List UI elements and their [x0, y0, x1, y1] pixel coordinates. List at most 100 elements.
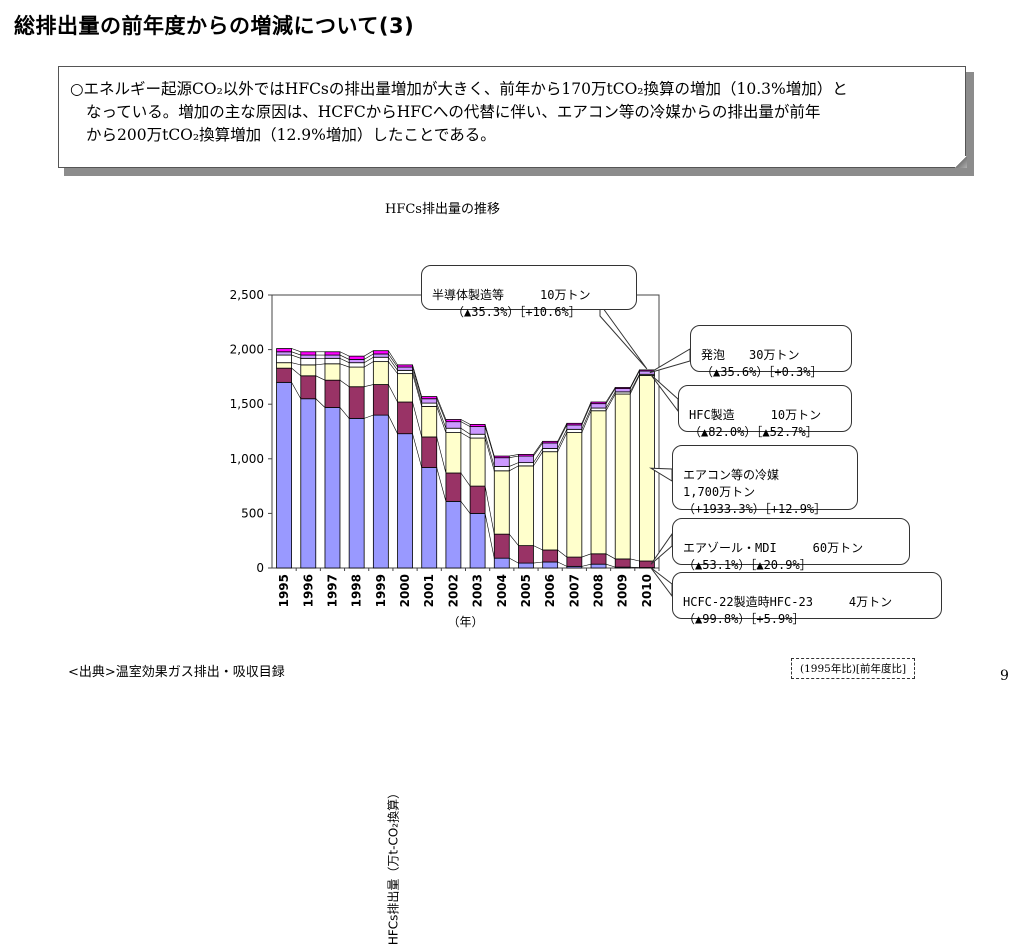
bar-semiconductor-2008: [591, 402, 606, 404]
bar-foam-2008: [591, 404, 606, 408]
bar-hfc_mfg-1995: [277, 355, 292, 363]
bar-aircon-1999: [373, 362, 388, 385]
page-number: 9: [1000, 668, 1009, 684]
bar-aircon-1998: [349, 367, 364, 387]
x-tick-label: 2010: [640, 574, 654, 607]
bar-hcfc22-1999: [373, 415, 388, 568]
callout-semiconductor: 半導体製造等 10万トン（▲35.3%）［+10.6%］: [421, 265, 637, 310]
bar-hcfc22-1995: [277, 382, 292, 568]
bar-semiconductor-1997: [325, 352, 340, 355]
bar-aerosol-2003: [470, 486, 485, 513]
x-tick-label: 2005: [519, 574, 533, 607]
bar-aircon-2000: [398, 374, 413, 402]
y-tick-label: 500: [241, 506, 264, 520]
x-tick-label: 2008: [592, 574, 606, 607]
bar-aerosol-2005: [518, 546, 533, 563]
bar-foam-2002: [446, 422, 461, 429]
bar-semiconductor-1996: [301, 352, 316, 355]
bar-semiconductor-2009: [615, 387, 630, 388]
bar-hfc_mfg-1996: [301, 358, 316, 365]
bar-hfc_mfg-2003: [470, 434, 485, 438]
bar-semiconductor-2002: [446, 419, 461, 421]
bar-foam-1995: [277, 352, 292, 355]
bar-hfc_mfg-1998: [349, 363, 364, 367]
bar-hcfc22-2004: [494, 558, 509, 568]
callout-semiconductor-line2: （▲35.3%）［+10.6%］: [432, 304, 626, 321]
bar-aircon-2007: [567, 433, 582, 557]
bar-foam-1996: [301, 355, 316, 358]
callout-hcfc22: HCFC-22製造時HFC-23 4万トン（▲99.8%）［+5.9%］: [672, 572, 942, 619]
bar-aircon-2003: [470, 438, 485, 486]
bar-semiconductor-2004: [494, 456, 509, 458]
bar-foam-1999: [373, 354, 388, 357]
chart-y-axis-label: HFCs排出量（万t-CO₂換算）: [385, 781, 402, 951]
bar-semiconductor-2000: [398, 365, 413, 367]
bar-aerosol-2001: [422, 437, 437, 468]
bar-foam-2006: [543, 443, 558, 448]
bar-hcfc22-2002: [446, 501, 461, 568]
callout-foam-line1: 発泡 30万トン: [701, 347, 841, 364]
y-tick-label: 0: [256, 561, 264, 575]
x-tick-label: 1995: [277, 574, 291, 607]
bar-hfc_mfg-1999: [373, 357, 388, 361]
callout-pointer-hcfc22: [651, 568, 672, 596]
source-citation: <出典>温室効果ガス排出・吸収目録: [68, 661, 285, 680]
bar-aircon-2002: [446, 433, 461, 473]
bar-hcfc22-2001: [422, 468, 437, 568]
callout-hcfc22-line2: （▲99.8%）［+5.9%］: [683, 611, 931, 628]
x-tick-label: 2006: [543, 574, 557, 607]
bar-aerosol-2002: [446, 473, 461, 501]
bar-foam-1998: [349, 359, 364, 362]
bar-aerosol-2000: [398, 402, 413, 434]
bar-semiconductor-2005: [518, 454, 533, 456]
callout-hfc-mfg: HFC製造 10万トン（▲82.0%）［▲52.7%］: [678, 385, 852, 432]
bar-semiconductor-2007: [567, 423, 582, 425]
bar-hfc_mfg-2000: [398, 370, 413, 373]
bar-aircon-2001: [422, 406, 437, 437]
bar-hcfc22-1996: [301, 399, 316, 568]
bar-foam-2009: [615, 389, 630, 392]
bar-aircon-1995: [277, 363, 292, 368]
callout-aircon-line2: 1,700万トン: [683, 484, 847, 501]
bar-hfc_mfg-2001: [422, 403, 437, 406]
callout-aerosol: エアゾール・MDI 60万トン（▲53.1%）［▲20.9%］: [672, 518, 910, 565]
x-tick-label: 1998: [350, 574, 364, 607]
bar-hcfc22-1998: [349, 418, 364, 568]
bar-foam-2000: [398, 367, 413, 370]
bar-hcfc22-2000: [398, 434, 413, 568]
bar-semiconductor-1995: [277, 349, 292, 352]
bar-hfc_mfg-2005: [518, 463, 533, 466]
bar-hcfc22-2003: [470, 513, 485, 568]
x-tick-label: 1997: [325, 574, 339, 607]
bar-aircon-2006: [543, 452, 558, 550]
bar-hfc_mfg-2006: [543, 448, 558, 451]
bar-aircon-2009: [615, 394, 630, 559]
y-tick-label: 1,500: [230, 397, 264, 411]
bar-semiconductor-1999: [373, 351, 388, 354]
bar-aircon-2005: [518, 466, 533, 546]
bar-foam-2004: [494, 458, 509, 467]
x-tick-label: 2000: [398, 574, 412, 607]
y-tick-label: 2,000: [230, 343, 264, 357]
callout-foam-line2: （▲35.6%）［+0.3%］: [701, 364, 841, 381]
bar-aerosol-1998: [349, 387, 364, 419]
bar-hcfc22-2006: [543, 562, 558, 568]
bar-aerosol-2008: [591, 554, 606, 564]
bar-hfc_mfg-2008: [591, 408, 606, 411]
x-tick-label: 2004: [495, 574, 509, 607]
callout-aircon-line1: エアコン等の冷媒: [683, 467, 847, 484]
bar-aircon-2008: [591, 411, 606, 554]
bar-semiconductor-2003: [470, 424, 485, 426]
callout-hcfc22-line1: HCFC-22製造時HFC-23 4万トン: [683, 594, 931, 611]
x-tick-label: 2002: [446, 574, 460, 607]
bar-aircon-1997: [325, 364, 340, 380]
bar-foam-1997: [325, 355, 340, 358]
y-tick-label: 2,500: [230, 288, 264, 302]
bar-aerosol-1995: [277, 368, 292, 382]
bar-aerosol-2009: [615, 559, 630, 567]
bar-aircon-2004: [494, 471, 509, 534]
chart-x-axis-label: （年）: [447, 615, 483, 629]
x-tick-label: 2009: [616, 574, 630, 607]
x-tick-label: 2007: [567, 574, 581, 607]
bar-aerosol-1996: [301, 376, 316, 399]
